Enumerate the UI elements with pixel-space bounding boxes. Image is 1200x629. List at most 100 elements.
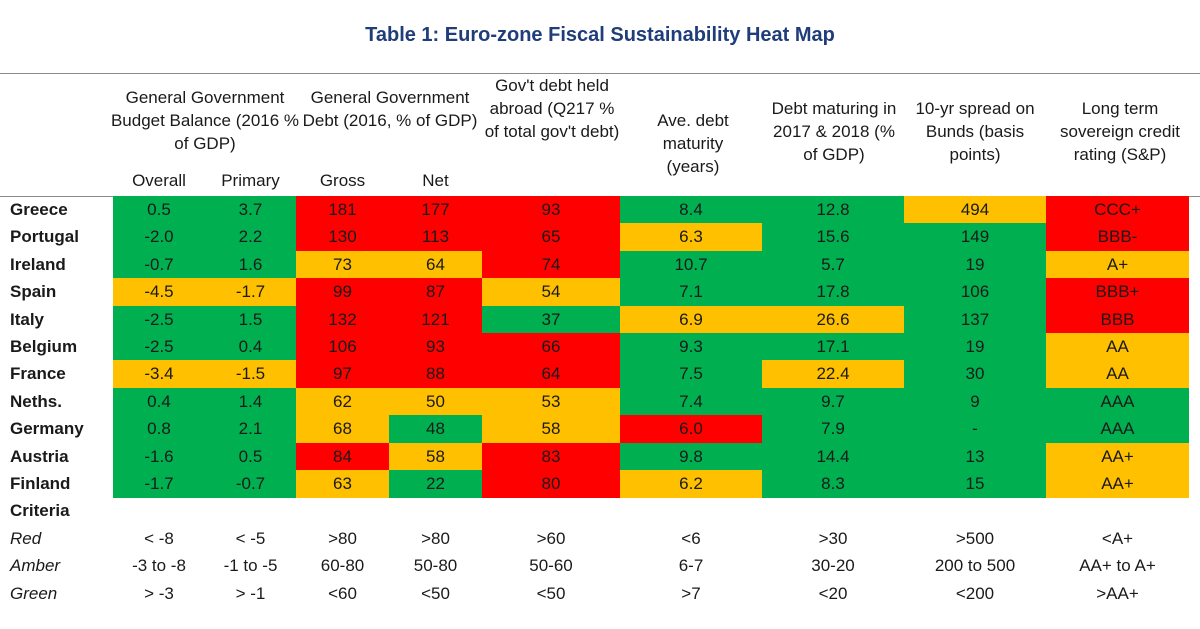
criteria-cell: <60 (328, 583, 357, 603)
heat-cell: 83 (482, 442, 620, 471)
criteria-cell: 6-7 (678, 556, 704, 576)
criteria-cell: 30-20 (811, 556, 855, 576)
heat-cell: 99 (296, 278, 389, 307)
heat-cell: 19 (904, 333, 1046, 361)
heat-cell: 3.7 (205, 196, 296, 224)
heat-cell: -4.5 (113, 278, 205, 307)
heat-cell: 50 (389, 387, 482, 416)
header-top-rule (0, 73, 1200, 74)
criteria-cell: <6 (681, 528, 701, 548)
heat-cell: 15 (904, 470, 1046, 498)
heat-cell: 62 (296, 387, 389, 416)
header-bund-spread: 10-yr spread on Bunds (basis points) (915, 99, 1035, 164)
heat-cell: 65 (482, 223, 620, 252)
heat-cell: 0.4 (113, 387, 205, 416)
heat-cell: -1.5 (205, 360, 296, 389)
criteria-cell: <20 (818, 583, 848, 603)
heat-cell: CCC+ (1046, 196, 1189, 224)
criteria-cell: -3 to -8 (132, 556, 186, 576)
heat-cell: BBB- (1046, 223, 1189, 252)
heat-cell: 177 (389, 196, 482, 224)
row-label-belgium: Belgium (10, 337, 78, 356)
heat-cell: 68 (296, 415, 389, 444)
header-budget-balance: General Government Budget Balance (2016 … (110, 88, 300, 153)
row-label-neths: Neths. (10, 391, 62, 411)
criteria-label-green: Green (10, 583, 58, 603)
criteria-cell: > -3 (144, 583, 174, 603)
heat-cell: 13 (904, 442, 1046, 471)
heat-cell: 7.4 (620, 387, 762, 416)
heat-cell: 22 (389, 470, 482, 498)
heat-cell: 5.7 (762, 250, 904, 279)
criteria-cell: >7 (681, 583, 701, 603)
heat-cell: 19 (904, 250, 1046, 279)
heat-cell: 88 (389, 360, 482, 389)
heat-cell: 63 (296, 470, 389, 498)
criteria-cell: < -8 (144, 528, 174, 548)
heat-cell: AA+ (1046, 442, 1189, 471)
criteria-cell: >60 (536, 528, 566, 548)
heat-cell: -2.5 (113, 305, 205, 334)
criteria-cell: <50 (421, 583, 450, 603)
heat-cell: 17.1 (762, 333, 904, 361)
heat-cell: 9.3 (620, 333, 762, 361)
header-credit-rating: Long term sovereign credit rating (S&P) (1059, 99, 1180, 164)
heat-cell: 84 (296, 442, 389, 471)
heat-cell: 14.4 (762, 442, 904, 471)
heat-cell: -2.0 (113, 223, 205, 252)
row-label-finland: Finland (10, 474, 71, 493)
criteria-cell: <A+ (1101, 528, 1134, 548)
criteria-cell: <200 (955, 583, 995, 603)
criteria-cell: 50-80 (413, 556, 458, 576)
heat-cell: 64 (389, 250, 482, 279)
criteria-cell: > -1 (235, 583, 266, 603)
criteria-cell: >30 (818, 528, 848, 548)
heat-cell: BBB+ (1046, 278, 1189, 307)
page-title: Table 1: Euro-zone Fiscal Sustainability… (365, 24, 835, 46)
heat-cell: 66 (482, 333, 620, 361)
heat-cell: 58 (389, 442, 482, 471)
heat-cell: 0.5 (205, 442, 296, 471)
heat-cell: A+ (1046, 250, 1189, 279)
heat-cell: 137 (904, 305, 1046, 334)
heat-cell: -0.7 (113, 250, 205, 279)
heat-cell: BBB (1046, 305, 1189, 334)
heat-cell: 74 (482, 250, 620, 279)
heat-cell: -0.7 (205, 470, 296, 498)
row-label-portugal: Portugal (10, 227, 79, 247)
heat-cell: 7.1 (620, 278, 762, 307)
heat-cell: 6.3 (620, 223, 762, 252)
row-label-france: France (10, 364, 66, 384)
heat-cell: -1.7 (205, 278, 296, 307)
criteria-cell: 200 to 500 (934, 556, 1016, 576)
heat-cell: 22.4 (762, 360, 904, 389)
heat-cell: -1.6 (113, 442, 205, 471)
heat-cell: 53 (482, 387, 620, 416)
heat-cell: 6.2 (620, 470, 762, 498)
heat-cell: 97 (296, 360, 389, 389)
heat-cell: 64 (482, 360, 620, 389)
criteria-label-red: Red (10, 528, 42, 548)
subheader-primary: Primary (221, 171, 280, 190)
heat-cell: 93 (482, 196, 620, 224)
heat-cell: AA (1046, 360, 1189, 389)
subheader-gross: Gross (319, 171, 366, 190)
criteria-cell: -1 to -5 (223, 556, 278, 576)
heat-cell: 8.4 (620, 196, 762, 224)
heat-cell: 30 (904, 360, 1046, 389)
heat-cell: 9.7 (762, 387, 904, 416)
heat-cell: 9.8 (620, 442, 762, 471)
heat-cell: 106 (904, 278, 1046, 307)
heat-cell: 1.4 (205, 387, 296, 416)
heat-cell: 10.7 (620, 250, 762, 279)
criteria-cell: >AA+ (1096, 583, 1139, 603)
header-ave-debt-maturity: Ave. debt maturity (years) (657, 111, 729, 176)
header-government-debt: General Government Debt (2016, % of GDP) (302, 88, 478, 130)
criteria-cell: >80 (328, 528, 357, 548)
heat-cell: 37 (482, 305, 620, 334)
criteria-cell: <50 (536, 583, 566, 603)
heat-cell: 1.5 (205, 305, 296, 334)
heat-cell: AA+ (1046, 470, 1189, 498)
heat-cell: 132 (296, 305, 389, 334)
criteria-label-amber: Amber (10, 556, 61, 576)
